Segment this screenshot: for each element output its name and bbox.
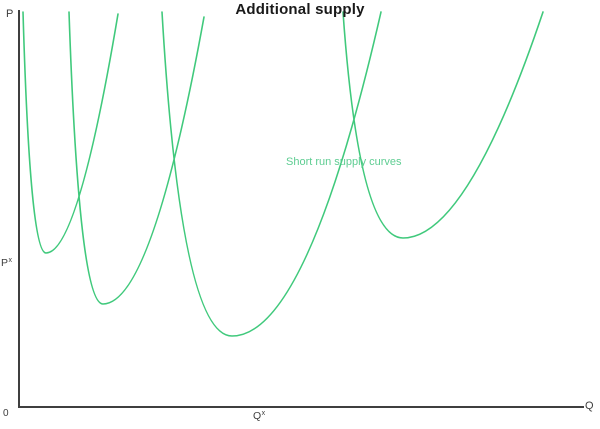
- x-marker-base: Q: [253, 410, 262, 422]
- chart-title: Additional supply: [235, 1, 365, 18]
- supply-curve-srs-4: [342, 11, 544, 239]
- curves-group: [22, 11, 544, 337]
- x-marker-superscript: x: [261, 410, 266, 417]
- curves-annotation: Short run supply curves: [286, 156, 402, 168]
- y-axis-price-marker: Px: [1, 257, 13, 269]
- supply-curve-srs-1: [22, 11, 119, 254]
- supply-curve-srs-3: [161, 11, 382, 337]
- y-marker-base: P: [1, 257, 9, 269]
- y-marker-superscript: x: [8, 257, 13, 264]
- x-axis-label: Q: [585, 400, 594, 412]
- y-axis-label: P: [6, 8, 14, 20]
- supply-curve-srs-2: [68, 11, 205, 305]
- x-axis-quantity-marker: Qx: [253, 410, 266, 422]
- origin-label: 0: [3, 408, 9, 419]
- axes-group: [18, 10, 584, 408]
